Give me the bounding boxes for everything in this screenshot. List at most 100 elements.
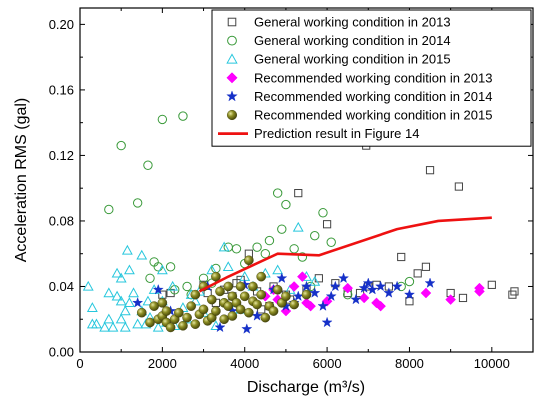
data-point bbox=[182, 281, 192, 292]
data-point bbox=[383, 287, 395, 298]
data-point bbox=[252, 242, 262, 252]
data-points bbox=[82, 111, 519, 334]
data-point bbox=[218, 241, 230, 252]
data-point bbox=[152, 283, 164, 295]
data-point bbox=[310, 230, 320, 241]
legend-label: Recommended working condition in 2014 bbox=[254, 89, 492, 104]
legend-symbol bbox=[226, 53, 238, 64]
data-point bbox=[119, 305, 131, 316]
data-point bbox=[338, 272, 350, 283]
data-point bbox=[264, 235, 275, 246]
x-tick-label: 6000 bbox=[313, 356, 342, 371]
data-point bbox=[276, 272, 288, 283]
data-point bbox=[115, 313, 127, 324]
legend-box bbox=[211, 9, 532, 147]
data-point bbox=[289, 244, 299, 254]
data-point bbox=[223, 301, 234, 311]
data-point bbox=[149, 301, 159, 311]
data-point bbox=[206, 294, 217, 305]
data-point bbox=[132, 318, 144, 329]
data-point bbox=[474, 282, 485, 294]
legend-symbol bbox=[226, 72, 238, 84]
x-tick-label: 2000 bbox=[148, 356, 177, 371]
data-point bbox=[342, 282, 354, 294]
legend-label: Recommended working condition in 2013 bbox=[254, 70, 492, 85]
data-point bbox=[145, 317, 155, 328]
data-point bbox=[211, 271, 221, 282]
data-point bbox=[300, 280, 313, 292]
data-point bbox=[161, 306, 172, 316]
data-point bbox=[142, 295, 154, 306]
data-point bbox=[235, 304, 246, 315]
data-point bbox=[111, 290, 123, 301]
data-point bbox=[277, 224, 287, 234]
legend-label: General working condition in 2015 bbox=[254, 52, 451, 67]
data-point bbox=[487, 280, 496, 289]
data-point bbox=[219, 314, 229, 325]
y-tick-label: 0.00 bbox=[49, 345, 74, 360]
legend-label: Prediction result in Figure 14 bbox=[254, 126, 419, 141]
data-point bbox=[288, 281, 300, 292]
data-point bbox=[301, 289, 312, 300]
data-point bbox=[104, 204, 114, 215]
data-point bbox=[413, 269, 422, 278]
data-point bbox=[326, 237, 336, 247]
data-point bbox=[123, 264, 135, 275]
legend-symbol bbox=[227, 17, 237, 27]
data-point bbox=[358, 292, 370, 304]
data-point bbox=[421, 262, 431, 271]
data-point bbox=[157, 298, 168, 308]
data-point bbox=[136, 307, 147, 318]
data-point bbox=[178, 111, 188, 121]
data-point bbox=[136, 249, 148, 260]
data-point bbox=[281, 199, 291, 210]
data-point bbox=[156, 264, 168, 275]
data-point bbox=[103, 313, 115, 324]
data-point bbox=[362, 277, 374, 288]
data-point bbox=[165, 262, 176, 272]
data-point bbox=[132, 297, 144, 308]
data-point bbox=[325, 290, 337, 301]
legend-symbol bbox=[227, 35, 237, 46]
data-point bbox=[115, 272, 127, 283]
x-tick-label: 8000 bbox=[395, 356, 424, 371]
data-point bbox=[211, 306, 221, 316]
data-point bbox=[244, 255, 254, 266]
data-point bbox=[425, 166, 435, 175]
x-tick-label: 4000 bbox=[230, 356, 259, 371]
data-point bbox=[123, 297, 135, 308]
data-point bbox=[375, 280, 387, 292]
data-point bbox=[260, 312, 271, 323]
data-point bbox=[165, 322, 176, 333]
data-point bbox=[241, 323, 253, 334]
series-5 bbox=[136, 255, 312, 333]
data-point bbox=[445, 294, 456, 305]
y-axis-title: Acceleration RMS (gal) bbox=[13, 98, 30, 263]
data-point bbox=[256, 271, 267, 282]
data-point bbox=[260, 249, 271, 259]
data-point bbox=[252, 299, 262, 310]
data-point bbox=[82, 280, 94, 291]
data-point bbox=[231, 244, 242, 254]
data-point bbox=[107, 321, 119, 332]
plot-frame bbox=[79, 7, 534, 353]
data-point bbox=[119, 321, 131, 332]
data-point bbox=[91, 318, 102, 329]
data-point bbox=[317, 300, 329, 311]
y-tick-label: 0.04 bbox=[49, 279, 74, 294]
legend: General working condition in 2013 General… bbox=[211, 9, 532, 147]
data-point bbox=[268, 306, 279, 316]
x-tick-label: 0 bbox=[76, 356, 83, 371]
data-point bbox=[116, 140, 126, 151]
data-point bbox=[322, 220, 332, 229]
data-point bbox=[157, 114, 168, 125]
data-point bbox=[198, 304, 209, 315]
data-point bbox=[152, 321, 164, 332]
data-point bbox=[244, 307, 254, 318]
data-point bbox=[309, 287, 321, 298]
data-point bbox=[256, 289, 267, 300]
legend-symbol bbox=[226, 90, 238, 102]
data-point bbox=[214, 321, 226, 333]
data-point bbox=[115, 295, 127, 306]
